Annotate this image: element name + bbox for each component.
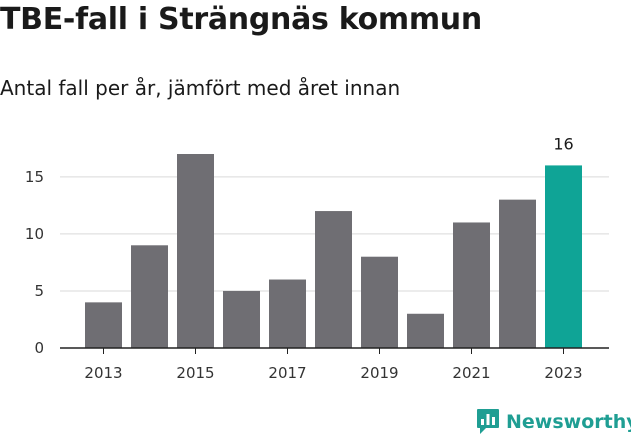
bar-2015 (177, 154, 214, 348)
x-tick-label: 2017 (268, 364, 306, 382)
bar-2019 (361, 256, 398, 348)
bar-2016 (223, 290, 260, 348)
y-tick-label: 5 (34, 282, 44, 300)
bar-2023 (545, 165, 582, 348)
x-tick-label: 2015 (176, 364, 214, 382)
y-tick-label: 0 (34, 339, 44, 357)
chart-title: TBE-fall i Strängnäs kommun (0, 2, 482, 37)
y-tick-label: 10 (25, 225, 44, 243)
bar-2021 (453, 222, 490, 348)
bar-2018 (315, 211, 352, 348)
labels: 0 5 10 15 16 2013 2015 2017 2019 2021 2023 (25, 134, 583, 382)
bars (85, 154, 582, 348)
chart-subtitle: Antal fall per år, jämfört med året inna… (0, 76, 401, 100)
brand-name: Newsworthy (506, 410, 631, 433)
newsworthy-logo-icon (477, 409, 499, 434)
axes (60, 347, 609, 354)
x-tick-label: 2021 (452, 364, 490, 382)
x-tick-label: 2023 (544, 364, 582, 382)
bar-2014 (131, 245, 168, 348)
data-label-2023: 16 (553, 134, 573, 153)
y-tick-label: 15 (25, 168, 44, 186)
bar-2020 (407, 313, 444, 348)
bar-2017 (269, 279, 306, 348)
bar-2022 (499, 199, 536, 348)
newsworthy-logo: Newsworthy (476, 408, 631, 435)
x-tick-label: 2013 (84, 364, 122, 382)
x-tick-label: 2019 (360, 364, 398, 382)
bar-2013 (85, 302, 122, 348)
